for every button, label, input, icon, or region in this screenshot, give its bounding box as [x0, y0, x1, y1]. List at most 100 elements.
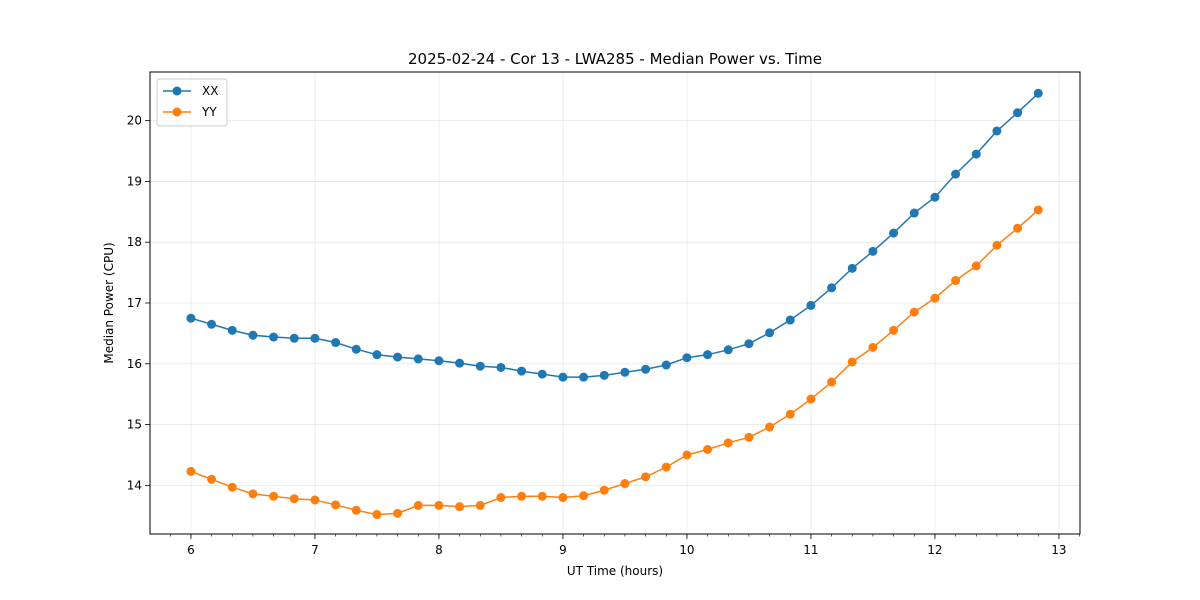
data-point-yy: [269, 491, 279, 501]
data-point-xx: [496, 362, 506, 372]
data-point-yy: [682, 450, 692, 460]
data-point-xx: [455, 358, 465, 368]
data-point-xx: [558, 372, 568, 382]
series-xx: [186, 88, 1043, 382]
data-point-yy: [744, 432, 754, 442]
data-point-yy: [723, 438, 733, 448]
y-tick-label: 17: [127, 296, 142, 310]
legend-label-yy: YY: [201, 105, 217, 119]
data-point-yy: [434, 500, 444, 510]
data-point-yy: [351, 505, 361, 515]
data-point-yy: [413, 500, 423, 510]
data-point-xx: [393, 352, 403, 362]
legend: XX YY: [156, 78, 228, 127]
data-point-yy: [971, 261, 981, 271]
data-point-xx: [620, 367, 630, 377]
data-point-xx: [599, 370, 609, 380]
data-point-yy: [496, 493, 506, 503]
data-point-yy: [703, 445, 713, 454]
chart-title: 2025-02-24 - Cor 13 - LWA285 - Median Po…: [408, 50, 822, 68]
data-point-xx: [413, 354, 423, 364]
data-point-yy: [207, 474, 217, 484]
data-point-xx: [847, 263, 857, 273]
data-point-yy: [599, 485, 609, 495]
data-point-yy: [641, 472, 651, 482]
data-point-xx: [971, 149, 981, 159]
data-point-yy: [186, 466, 196, 476]
data-point-xx: [1013, 108, 1023, 118]
data-point-yy: [847, 357, 857, 367]
series-line-yy: [190, 209, 1039, 516]
data-point-yy: [289, 494, 299, 504]
x-tick-label: 11: [803, 543, 818, 557]
data-point-yy: [475, 500, 485, 510]
y-tick-label: 19: [127, 174, 142, 188]
data-point-xx: [475, 361, 485, 371]
data-point-xx: [765, 328, 775, 338]
data-point-xx: [661, 360, 671, 370]
series-line-xx: [190, 92, 1039, 378]
y-tick-label: 18: [127, 235, 142, 249]
data-point-xx: [744, 339, 754, 349]
data-point-xx: [806, 300, 816, 310]
data-point-xx: [579, 372, 589, 382]
tick-layer: 6 7 8 9 10 11 12 13 14 15 16 17 18 19 20: [127, 114, 1080, 557]
data-point-yy: [620, 479, 630, 489]
data-point-xx: [785, 315, 795, 325]
y-axis-label: Median Power (CPU): [102, 242, 116, 363]
x-tick-label: 13: [1051, 543, 1066, 557]
data-point-xx: [868, 246, 878, 256]
data-point-xx: [186, 313, 196, 323]
data-point-yy: [1013, 223, 1023, 233]
x-tick-label: 10: [679, 543, 694, 557]
data-point-yy: [579, 491, 589, 501]
data-point-xx: [207, 319, 217, 329]
data-point-yy: [951, 276, 961, 286]
data-point-yy: [227, 482, 237, 492]
data-point-xx: [434, 356, 444, 366]
data-point-yy: [558, 493, 568, 503]
data-point-yy: [310, 495, 320, 505]
data-point-yy: [992, 240, 1002, 250]
data-point-xx: [537, 369, 547, 379]
x-tick-label: 8: [435, 543, 443, 557]
y-tick-label: 16: [127, 357, 142, 371]
y-tick-label: 20: [127, 114, 142, 128]
data-point-xx: [909, 208, 919, 218]
legend-marker-xx: [172, 86, 182, 96]
data-point-yy: [868, 342, 878, 352]
data-point-yy: [889, 325, 899, 335]
data-point-xx: [289, 333, 299, 343]
data-point-xx: [703, 350, 713, 360]
legend-label-xx: XX: [202, 84, 218, 98]
data-point-xx: [723, 345, 733, 355]
data-point-yy: [806, 394, 816, 404]
data-point-xx: [641, 364, 651, 374]
series-layer: [186, 88, 1043, 520]
data-point-xx: [351, 344, 361, 354]
y-tick-label: 14: [127, 478, 142, 492]
x-tick-label: 7: [311, 543, 319, 557]
series-yy: [186, 205, 1043, 520]
data-point-xx: [889, 228, 899, 238]
data-point-yy: [537, 491, 547, 501]
grid-layer: [150, 72, 1080, 534]
data-point-yy: [785, 409, 795, 419]
data-point-xx: [1033, 88, 1043, 98]
x-tick-label: 6: [187, 543, 195, 557]
data-point-yy: [1033, 205, 1043, 215]
data-point-yy: [661, 462, 671, 472]
data-point-xx: [227, 325, 237, 335]
data-point-yy: [827, 377, 837, 387]
data-point-yy: [372, 510, 382, 520]
data-point-yy: [393, 508, 403, 518]
data-point-yy: [331, 500, 341, 510]
data-point-yy: [517, 491, 527, 501]
data-point-yy: [909, 307, 919, 317]
data-point-xx: [682, 353, 692, 363]
data-point-yy: [455, 502, 465, 512]
data-point-xx: [827, 283, 837, 293]
data-point-yy: [930, 293, 940, 303]
data-point-xx: [930, 192, 940, 202]
